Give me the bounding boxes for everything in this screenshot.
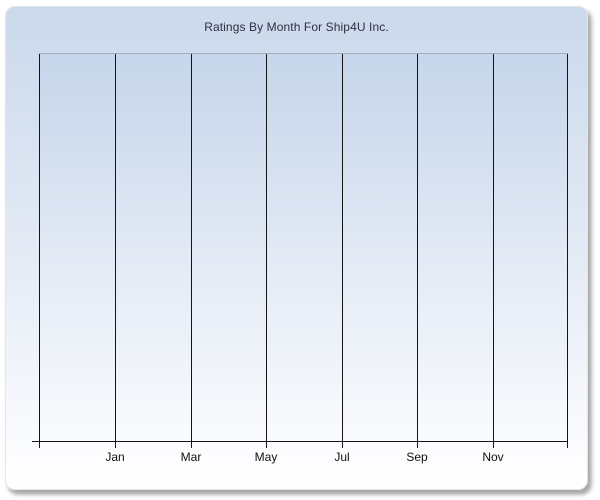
x-tick-label: Nov [482,450,504,464]
plot-gridline [342,54,343,442]
x-axis-tick [39,442,40,448]
x-tick-label: Sep [406,450,428,464]
x-axis-tick [115,442,116,448]
x-axis-tick [266,442,267,448]
x-tick-label: Jul [334,450,350,464]
x-axis-tick [567,442,568,448]
plot-gridline [417,54,418,442]
x-axis-tick [342,442,343,448]
x-axis-line [32,441,568,442]
plot-gridline [191,54,192,442]
plot-gridline [39,54,40,442]
plot-area: Jan Mar May Jul Sep Nov [32,53,568,464]
x-tick-label: Mar [180,450,202,464]
x-tick-label: Jan [105,450,125,464]
plot-gridline [115,54,116,442]
plot-gridline [266,54,267,442]
x-axis-tick [417,442,418,448]
plot-gridline [493,54,494,442]
chart-panel: Ratings By Month For Ship4U Inc. Jan [5,6,588,490]
x-axis-tick [493,442,494,448]
chart-title: Ratings By Month For Ship4U Inc. [204,20,389,34]
x-axis-tick [191,442,192,448]
x-tick-label: May [254,450,278,464]
plot-gridline [567,54,568,442]
